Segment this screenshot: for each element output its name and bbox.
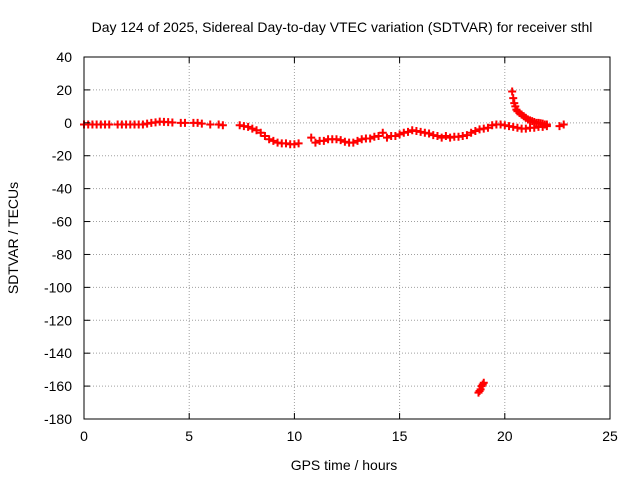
axis-ticks: [83, 56, 611, 420]
x-tick-label: 10: [287, 428, 303, 444]
data-point: [307, 133, 316, 142]
data-point: [559, 120, 568, 129]
data-point: [395, 130, 404, 139]
data-point: [366, 134, 375, 143]
data-point: [349, 138, 358, 147]
y-tick-label: -180: [44, 411, 72, 427]
data-point: [218, 121, 227, 130]
data-point: [336, 136, 345, 145]
data-point: [260, 131, 269, 140]
data-point: [509, 94, 518, 103]
data-point: [475, 387, 484, 396]
y-tick-label: -20: [52, 148, 72, 164]
data-point: [555, 122, 564, 131]
data-point: [479, 378, 488, 387]
y-tick-label: -140: [44, 345, 72, 361]
data-point: [353, 136, 362, 145]
data-points: [80, 87, 568, 397]
data-point: [471, 127, 480, 136]
y-tick-label: 40: [56, 49, 72, 65]
x-tick-label: 0: [80, 428, 88, 444]
grid-lines: [84, 57, 610, 419]
data-point: [256, 128, 265, 137]
data-point: [378, 128, 387, 137]
x-axis-label: GPS time / hours: [291, 457, 398, 473]
data-point: [441, 131, 450, 140]
x-tick-label: 20: [497, 428, 513, 444]
y-tick-label: 20: [56, 82, 72, 98]
data-point: [206, 120, 215, 129]
y-tick-label: -40: [52, 181, 72, 197]
data-point: [483, 123, 492, 132]
y-axis-label: SDTVAR / TECUs: [5, 182, 21, 294]
y-tick-label: -160: [44, 378, 72, 394]
data-point: [244, 122, 253, 131]
data-point: [437, 133, 446, 142]
data-point: [542, 120, 551, 129]
data-point: [248, 124, 257, 133]
plot-frame: [83, 56, 611, 420]
data-point: [382, 133, 391, 142]
data-point: [374, 131, 383, 140]
data-point: [311, 138, 320, 147]
data-point: [105, 120, 114, 129]
data-point: [467, 128, 476, 137]
data-point: [462, 131, 471, 140]
data-point: [319, 136, 328, 145]
chart-title: Day 124 of 2025, Sidereal Day-to-day VTE…: [92, 19, 593, 35]
data-point: [404, 127, 413, 136]
data-point: [265, 135, 274, 144]
data-point: [425, 129, 434, 138]
y-tick-label: 0: [64, 115, 72, 131]
data-point: [508, 87, 517, 96]
data-point: [252, 126, 261, 135]
data-point: [294, 139, 303, 148]
data-point: [478, 380, 487, 389]
y-tick-label: -80: [52, 246, 72, 262]
x-tick-label: 25: [602, 428, 618, 444]
y-tick-label: -100: [44, 279, 72, 295]
data-point: [433, 131, 442, 140]
data-point: [269, 136, 278, 145]
tick-labels: 0 5 10 15 20 25 40 20 0 -20 -40 -60 -80 -100 -120 -140 -…: [44, 49, 618, 444]
data-point: [168, 118, 177, 127]
data-point: [197, 119, 206, 128]
y-tick-label: -120: [44, 312, 72, 328]
x-tick-label: 15: [392, 428, 408, 444]
x-tick-label: 5: [185, 428, 193, 444]
y-tick-label: -60: [52, 214, 72, 230]
data-point: [180, 118, 189, 127]
data-point: [391, 131, 400, 140]
